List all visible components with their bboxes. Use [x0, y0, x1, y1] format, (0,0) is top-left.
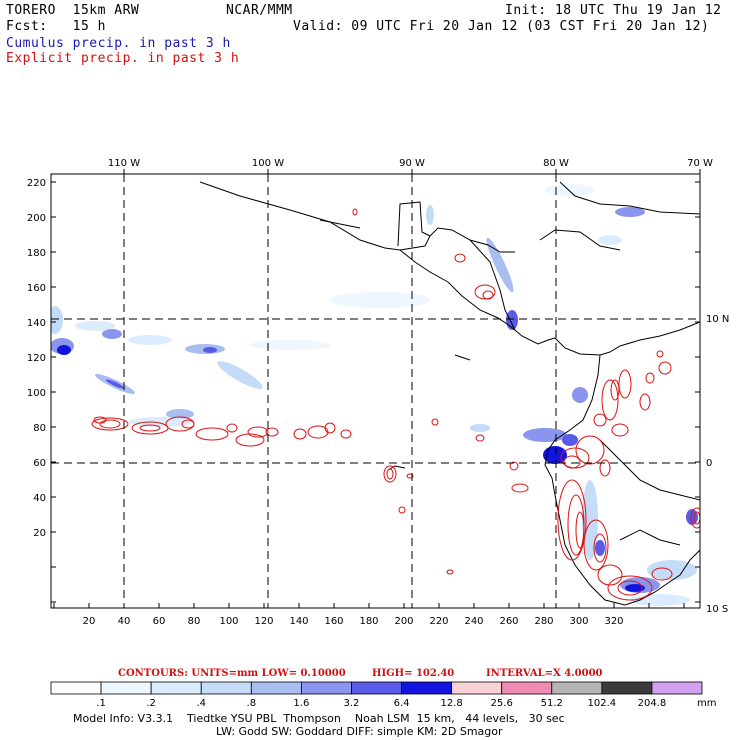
explicit-precip-contours	[91, 208, 700, 601]
top-longitude-labels: 110 W 100 W 90 W 80 W 70 W	[108, 158, 713, 169]
x-tick-label: 40	[118, 616, 131, 627]
lon-label: 110 W	[108, 158, 140, 169]
y-tick-label: 180	[27, 248, 46, 259]
colorbar-label: 51.2	[541, 698, 563, 709]
x-tick-label: 140	[289, 616, 308, 627]
colorbar-label: 102.4	[588, 698, 617, 709]
colorbar-swatch	[651, 681, 703, 695]
footer-model-info: Model Info: V3.3.1 Tiedtke YSU PBL Thomp…	[73, 712, 565, 725]
cumulus-precip-shading	[51, 184, 698, 606]
x-tick-label: 320	[604, 616, 623, 627]
forecast-hour: Fcst: 15 h	[6, 19, 106, 34]
x-tick-label: 100	[219, 616, 238, 627]
colorbar-swatch	[601, 681, 653, 695]
colorbar-labels: .1 .2 .4 .8 1.6 3.2 6.4 12.8 25.6 51.2 102.4 204.8	[96, 698, 666, 709]
x-tick-label: 180	[359, 616, 378, 627]
x-tick-label: 240	[464, 616, 483, 627]
contour-units-label: CONTOURS: UNITS=mm LOW= 0.10000	[118, 668, 346, 679]
colorbar-swatch	[150, 681, 202, 695]
axis-ticks	[51, 169, 701, 608]
model-name: TORERO 15km ARW	[6, 3, 140, 18]
x-tick-label: 60	[153, 616, 166, 627]
y-tick-label: 20	[33, 528, 46, 539]
contour-interval-label: INTERVAL=X 4.0000	[486, 668, 603, 679]
lon-label: 70 W	[687, 158, 713, 169]
colorbar-label: 204.8	[638, 698, 667, 709]
coastlines	[199, 181, 700, 606]
colorbar-swatch	[451, 681, 503, 695]
x-tick-label: 120	[254, 616, 273, 627]
lon-label: 80 W	[543, 158, 569, 169]
colorbar-swatch	[200, 681, 252, 695]
lat-lon-grid	[51, 174, 700, 608]
colorbar-swatch	[100, 681, 152, 695]
explicit-precip-label: Explicit precip. in past 3 h	[6, 51, 240, 66]
y-tick-label: 40	[33, 493, 46, 504]
map-frame	[50, 173, 701, 609]
colorbar-label: .4	[196, 698, 206, 709]
y-tick-label: 220	[27, 178, 46, 189]
y-tick-label: 120	[27, 353, 46, 364]
init-time: Init: 18 UTC Thu 19 Jan 12	[505, 3, 722, 18]
colorbar	[50, 681, 703, 695]
y-tick-label: 100	[27, 388, 46, 399]
valid-time: Valid: 09 UTC Fri 20 Jan 12 (03 CST Fri …	[293, 19, 710, 34]
x-tick-label: 220	[429, 616, 448, 627]
x-tick-label: 300	[569, 616, 588, 627]
colorbar-swatch	[551, 681, 603, 695]
colorbar-label: 3.2	[344, 698, 360, 709]
y-tick-label: 60	[33, 458, 46, 469]
cumulus-precip-label: Cumulus precip. in past 3 h	[6, 36, 231, 51]
x-tick-label: 280	[534, 616, 553, 627]
lat-label: 0	[706, 458, 712, 469]
y-axis-labels: 220 200 180 160 140 120 100 80 60 40 20	[27, 178, 46, 539]
y-tick-label: 200	[27, 213, 46, 224]
colorbar-label: .1	[96, 698, 106, 709]
y-tick-label: 80	[33, 423, 46, 434]
colorbar-swatch	[351, 681, 402, 695]
x-tick-label: 20	[83, 616, 96, 627]
lon-label: 90 W	[399, 158, 425, 169]
colorbar-label: 1.6	[293, 698, 309, 709]
lat-label: 10 S	[706, 604, 728, 615]
y-tick-label: 140	[27, 318, 46, 329]
x-axis-labels: 20 40 60 80 100 120 140 160 180 200 220 …	[83, 616, 624, 627]
colorbar-swatch	[501, 681, 553, 695]
colorbar-swatch	[250, 681, 302, 695]
x-tick-label: 200	[394, 616, 413, 627]
organization: NCAR/MMM	[226, 3, 293, 18]
footer-physics-info: LW: Godd SW: Goddard DIFF: simple KM: 2D…	[216, 725, 503, 738]
colorbar-swatch	[300, 681, 352, 695]
colorbar-label: .2	[146, 698, 156, 709]
colorbar-unit: mm	[697, 698, 716, 709]
lat-label: 10 N	[706, 314, 729, 325]
x-tick-label: 80	[188, 616, 201, 627]
right-latitude-labels: 10 N 0 10 S	[706, 314, 729, 615]
y-tick-label: 160	[27, 283, 46, 294]
colorbar-swatch	[50, 681, 102, 695]
contour-high-label: HIGH= 102.40	[372, 668, 454, 679]
colorbar-label: .8	[247, 698, 257, 709]
colorbar-swatch	[401, 681, 453, 695]
x-tick-label: 260	[499, 616, 518, 627]
x-tick-label: 160	[324, 616, 343, 627]
colorbar-label: 12.8	[440, 698, 462, 709]
contour-info: CONTOURS: UNITS=mm LOW= 0.10000 HIGH= 10…	[118, 668, 603, 679]
colorbar-label: 6.4	[394, 698, 410, 709]
lon-label: 100 W	[252, 158, 284, 169]
colorbar-label: 25.6	[491, 698, 513, 709]
